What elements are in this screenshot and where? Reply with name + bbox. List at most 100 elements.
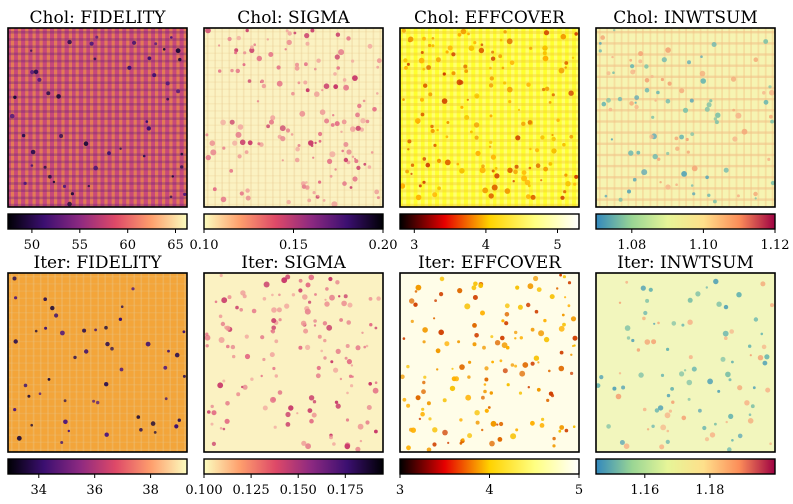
spot bbox=[473, 41, 477, 45]
spot bbox=[220, 196, 227, 203]
spot bbox=[318, 131, 323, 137]
spot bbox=[474, 333, 479, 338]
spot bbox=[300, 320, 307, 326]
spot bbox=[295, 146, 300, 152]
spot bbox=[618, 197, 623, 202]
spot bbox=[239, 139, 246, 146]
spot bbox=[104, 382, 109, 387]
spot bbox=[558, 67, 565, 74]
spot bbox=[131, 287, 135, 291]
spot bbox=[247, 79, 252, 83]
spot bbox=[731, 360, 734, 364]
spot bbox=[533, 355, 540, 361]
spot bbox=[457, 32, 462, 37]
spot bbox=[23, 383, 28, 388]
spot bbox=[244, 334, 249, 339]
spot bbox=[675, 183, 678, 186]
spot bbox=[312, 400, 317, 404]
spot bbox=[286, 39, 292, 46]
spot bbox=[205, 28, 211, 34]
spot bbox=[442, 398, 447, 403]
spot bbox=[483, 389, 487, 394]
spot bbox=[328, 276, 333, 282]
spot bbox=[537, 361, 540, 364]
spot bbox=[489, 391, 493, 395]
spot bbox=[472, 342, 477, 347]
spot bbox=[333, 84, 339, 90]
spot bbox=[352, 75, 358, 81]
colorbar-tick-label: 4 bbox=[485, 483, 493, 498]
spot bbox=[63, 419, 68, 425]
spot bbox=[491, 360, 494, 364]
spot bbox=[422, 157, 427, 161]
spot bbox=[654, 99, 657, 102]
spot bbox=[313, 319, 317, 323]
spot bbox=[420, 51, 424, 54]
spot bbox=[332, 442, 336, 446]
spot bbox=[481, 428, 484, 432]
spot bbox=[715, 112, 721, 118]
panel-title: Chol: SIGMA bbox=[237, 8, 350, 28]
panel-title: Iter: EFFCOVER bbox=[418, 253, 562, 273]
spot bbox=[444, 341, 450, 347]
spot bbox=[251, 308, 257, 314]
spot bbox=[268, 52, 274, 57]
spot bbox=[442, 429, 448, 436]
spot bbox=[227, 295, 232, 300]
panel-3: Chol: EFFCOVER 3 4 5 bbox=[399, 8, 580, 253]
spot bbox=[14, 296, 18, 300]
spot bbox=[271, 318, 277, 324]
spot bbox=[749, 354, 752, 357]
spot bbox=[754, 197, 757, 200]
spot bbox=[753, 191, 758, 197]
colorbar bbox=[595, 213, 776, 230]
spot bbox=[365, 119, 370, 124]
spot bbox=[713, 278, 719, 285]
spot bbox=[761, 344, 767, 350]
spot bbox=[9, 113, 15, 119]
spot bbox=[491, 184, 498, 191]
spot bbox=[681, 415, 687, 421]
spot bbox=[634, 95, 640, 100]
spot bbox=[612, 71, 615, 74]
spot bbox=[702, 425, 707, 431]
spot bbox=[515, 285, 520, 290]
spot bbox=[407, 139, 412, 144]
spot bbox=[526, 82, 531, 87]
spot bbox=[736, 194, 740, 198]
spot bbox=[169, 195, 173, 199]
spot bbox=[482, 345, 486, 350]
spot bbox=[273, 425, 277, 429]
spot bbox=[604, 194, 608, 198]
spot bbox=[564, 296, 567, 299]
spot bbox=[410, 163, 415, 167]
spot bbox=[623, 443, 630, 450]
spot bbox=[707, 378, 713, 385]
spot bbox=[699, 70, 706, 77]
spot bbox=[46, 91, 51, 96]
spot bbox=[617, 96, 623, 102]
spot bbox=[430, 124, 434, 129]
spot bbox=[234, 51, 238, 55]
spot bbox=[489, 140, 493, 144]
spot bbox=[499, 38, 503, 42]
spot bbox=[210, 422, 214, 426]
colorbar-tick-label: 60 bbox=[119, 238, 136, 253]
spot bbox=[767, 157, 771, 161]
spot bbox=[37, 77, 42, 82]
spot bbox=[488, 83, 494, 88]
spot bbox=[463, 64, 468, 69]
spot bbox=[561, 313, 565, 317]
spot bbox=[428, 43, 432, 48]
spot bbox=[624, 325, 631, 331]
spot bbox=[277, 390, 283, 395]
spot bbox=[437, 186, 441, 191]
spot bbox=[345, 418, 350, 422]
spot bbox=[559, 425, 565, 430]
spot bbox=[709, 99, 713, 103]
spot bbox=[54, 313, 59, 318]
spot bbox=[711, 42, 717, 47]
spot bbox=[491, 169, 495, 173]
spot bbox=[374, 189, 380, 195]
spot bbox=[261, 83, 267, 89]
